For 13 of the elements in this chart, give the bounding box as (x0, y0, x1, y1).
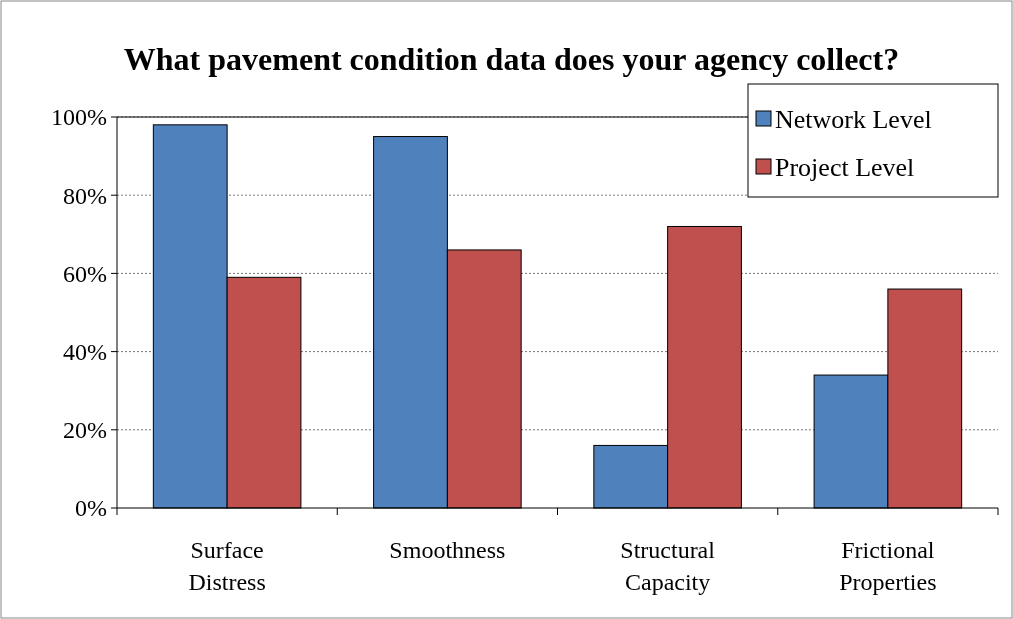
legend-label: Network Level (775, 105, 932, 135)
y-tick-label: 20% (63, 417, 107, 444)
y-tick-label: 0% (75, 495, 107, 522)
y-tick-label: 40% (63, 339, 107, 365)
x-tick-label: Structural Capacity (620, 537, 716, 595)
y-tick-label: 80% (63, 182, 107, 209)
y-tick-label: 100% (51, 104, 107, 131)
x-tick-label: Frictional Properties (839, 537, 937, 595)
y-tick-label: 60% (63, 260, 107, 287)
x-tick-label: Surface Distress (188, 537, 266, 595)
legend-label: Project Level (775, 153, 915, 183)
chart-title: What pavement condition data does your agency collect? (123, 41, 900, 77)
x-tick-label: Smoothness (389, 537, 506, 563)
